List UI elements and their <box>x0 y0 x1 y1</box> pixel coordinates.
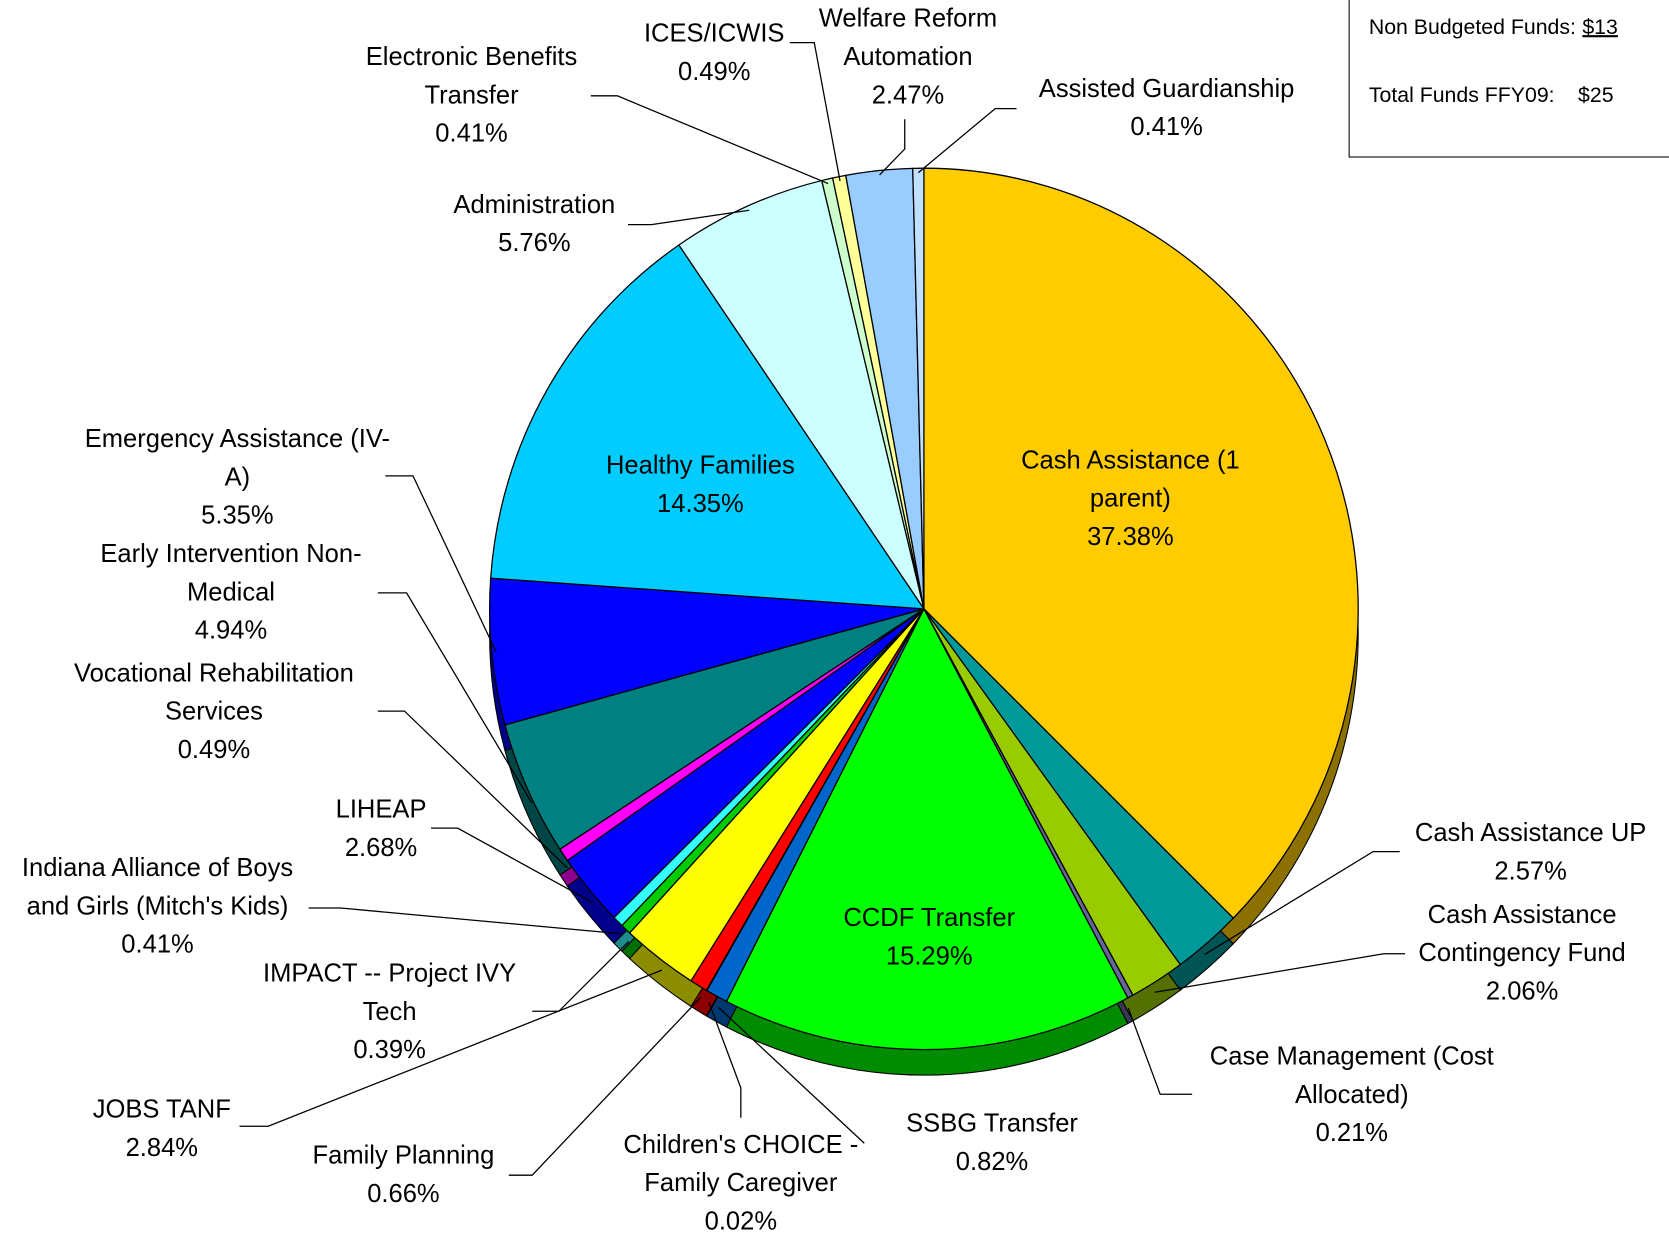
leader-line <box>879 119 906 176</box>
slice-label: Family Planning 0.66% <box>286 1137 520 1214</box>
slice-name: Case Management (Cost Allocated) <box>1209 1042 1494 1110</box>
leader-line <box>377 710 568 869</box>
summary-row: Total Funds FFY09: $25 <box>1369 84 1614 108</box>
slice-value-label: 5.35% <box>201 501 274 531</box>
slice-name: Early Intervention Non-Medical <box>100 539 362 607</box>
slice-label: Indiana Alliance of Boys and Girls (Mitc… <box>0 849 317 964</box>
leader-line <box>718 1007 865 1144</box>
slice-value-label: 0.21% <box>1315 1118 1389 1148</box>
leader-line <box>508 996 702 1176</box>
slice-label: ICES/ICWIS 0.49% <box>629 15 799 92</box>
leader-line <box>1204 850 1400 956</box>
slice-label: Vocational Rehabilitation Services 0.49% <box>44 655 385 770</box>
slice-name: Cash Assistance (1 parent) <box>1021 446 1240 514</box>
slice-name: Family Planning <box>312 1141 495 1170</box>
slice-label: CCDF Transfer 15.29% <box>802 899 1057 976</box>
slice-name: Welfare Reform Automation <box>818 4 998 72</box>
leader-line <box>590 95 829 185</box>
slice-name: CCDF Transfer <box>843 903 1016 933</box>
slice-name: ICES/ICWIS <box>643 19 785 48</box>
pie-tops <box>488 167 1359 1051</box>
summary-row: Non Budgeted Funds: $13 <box>1369 16 1618 40</box>
slice-name: Emergency Assistance (IV-A) <box>84 424 390 492</box>
leader-line <box>628 209 750 226</box>
slice-value-label: 15.29% <box>885 942 973 971</box>
slice-name: IMPACT -- Project IVY Tech <box>262 959 517 1027</box>
slice-name: Cash Assistance UP <box>1414 818 1647 848</box>
slice <box>490 244 926 610</box>
slice-value-label: 0.49% <box>177 735 251 765</box>
slice-label: Case Management (Cost Allocated) 0.21% <box>1176 1038 1527 1153</box>
slice-label: Healthy Families 14.35% <box>573 447 828 524</box>
slice <box>923 167 1359 920</box>
slice-label: Welfare Reform Automation 2.47% <box>791 0 1025 115</box>
summary-label: Non Budgeted Funds: <box>1368 15 1576 40</box>
slice-label: SSBG Transfer 0.82% <box>875 1105 1109 1182</box>
slice-label: Electronic Benefits Transfer 0.41% <box>344 38 599 153</box>
leader-line <box>1127 1007 1193 1095</box>
slice-value-label: 2.47% <box>871 80 945 110</box>
leader-line <box>377 592 533 804</box>
slice-label: LIHEAP 2.68% <box>317 791 445 868</box>
slice-value-label: 14.35% <box>657 489 744 519</box>
slice-value-label: 0.49% <box>677 57 751 87</box>
slice-name: Indiana Alliance of Boys and Girls (Mitc… <box>21 853 294 921</box>
slice-name: Children's CHOICE - Family Caregiver <box>623 1130 859 1198</box>
leader-line <box>532 940 630 1012</box>
slice-name: Assisted Guardianship <box>1038 74 1295 104</box>
slice-name: JOBS TANF <box>92 1095 231 1125</box>
leader-line <box>1154 953 1406 993</box>
leader-line <box>917 107 1017 174</box>
summary-value: $25 <box>1578 84 1614 108</box>
slice-name: Healthy Families <box>605 451 795 481</box>
slice-label: JOBS TANF 2.84% <box>66 1091 258 1168</box>
slice-label: IMPACT -- Project IVY Tech 0.39% <box>235 955 544 1070</box>
slice-name: Administration <box>453 190 616 220</box>
slice-value-label: 0.39% <box>353 1035 426 1065</box>
slice-label: Children's CHOICE - Family Caregiver 0.02… <box>597 1126 884 1238</box>
leader-line <box>385 475 497 652</box>
slice-label: Administration 5.76% <box>428 186 641 263</box>
leader-line <box>431 827 594 904</box>
leader-line <box>789 41 841 182</box>
slice-value-label: 0.41% <box>1130 112 1203 142</box>
slice-value-label: 2.84% <box>125 1133 199 1163</box>
slice-value-label: 0.82% <box>955 1147 1029 1177</box>
slice-value-label: 0.66% <box>367 1179 440 1209</box>
slice-name: Vocational Rehabilitation Services <box>74 658 354 726</box>
slice-name: Electronic Benefits Transfer <box>365 42 578 110</box>
slice-value-label: 37.38% <box>1087 522 1174 552</box>
slice-label: Assisted Guardianship 0.41% <box>1007 70 1326 147</box>
slice-name: Cash Assistance Contingency Fund <box>1418 900 1626 968</box>
slice-value-label: 0.02% <box>704 1207 778 1236</box>
slice <box>488 577 925 726</box>
slice-value-label: 0.41% <box>435 119 508 148</box>
slice-name: LIHEAP <box>335 795 427 824</box>
slice <box>725 607 1129 1051</box>
slice-value-label: 4.94% <box>194 616 268 646</box>
slice-label: Cash Assistance (1 parent) 37.38% <box>997 442 1263 557</box>
summary-label: Total Funds FFY09: <box>1368 84 1555 108</box>
slice-label: Cash Assistance Contingency Fund 2.06% <box>1400 896 1645 1011</box>
leader-line <box>239 969 663 1127</box>
slice-value-label: 5.76% <box>498 228 571 258</box>
slice <box>678 179 925 610</box>
leader-line <box>708 1001 742 1118</box>
summary-box: Non Budgeted Funds: $13 Total Funds FFY09… <box>1348 0 1669 158</box>
summary-value: $13 <box>1582 15 1618 40</box>
slice-name: SSBG Transfer <box>906 1109 1078 1138</box>
slice-label: Cash Assistance UP 2.57% <box>1382 814 1669 891</box>
slice-label: Emergency Assistance (IV-A) 5.35% <box>78 420 397 535</box>
slice-value-label: 2.57% <box>1494 856 1567 886</box>
slice-value-label: 0.41% <box>121 930 194 960</box>
slice-label: Early Intervention Non-Medical 4.94% <box>71 535 390 650</box>
slice-value-label: 2.06% <box>1485 977 1559 1006</box>
leader-line <box>308 907 622 935</box>
slice-value-label: 2.68% <box>344 833 418 863</box>
